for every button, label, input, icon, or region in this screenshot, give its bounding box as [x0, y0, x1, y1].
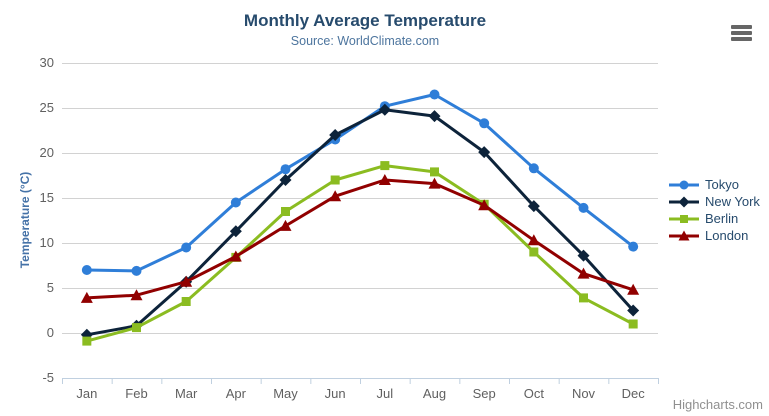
data-point[interactable] [131, 265, 142, 276]
data-point[interactable] [329, 190, 342, 202]
data-point[interactable] [479, 118, 490, 129]
data-point[interactable] [627, 304, 640, 317]
series-line [85, 178, 635, 300]
data-point[interactable] [279, 219, 292, 231]
data-point[interactable] [578, 202, 589, 213]
y-axis-label: 20 [40, 145, 54, 160]
data-point[interactable] [330, 175, 340, 185]
x-axis-label: Nov [572, 386, 596, 401]
data-point[interactable] [428, 177, 441, 189]
data-point[interactable] [628, 241, 639, 252]
x-axis-label: Sep [473, 386, 496, 401]
x-axis-label: Oct [524, 386, 545, 401]
x-axis-label: Apr [226, 386, 247, 401]
data-point[interactable] [429, 89, 440, 100]
x-axis-label: Feb [125, 386, 147, 401]
data-point[interactable] [280, 164, 291, 175]
legend-item-new-york[interactable]: New York [668, 193, 760, 210]
credits-link[interactable]: Highcharts.com [672, 397, 763, 412]
data-point[interactable] [378, 174, 391, 185]
data-point [678, 230, 690, 240]
x-axis-label: Mar [175, 386, 198, 401]
data-point[interactable] [180, 275, 193, 287]
y-axis-label: 15 [40, 190, 54, 205]
data-point[interactable] [81, 265, 92, 275]
data-point[interactable] [181, 297, 191, 306]
data-point[interactable] [478, 199, 491, 211]
legend-item-label: New York [705, 194, 760, 209]
data-point[interactable] [577, 249, 590, 262]
legend-item-london[interactable]: London [668, 227, 760, 244]
data-point[interactable] [82, 336, 92, 346]
data-point[interactable] [579, 293, 588, 303]
legend-marker-triangle-icon [669, 230, 699, 240]
x-axis-label: Jul [377, 386, 394, 401]
data-point[interactable] [130, 289, 143, 301]
data-point[interactable] [132, 323, 141, 333]
data-point [679, 180, 689, 189]
data-point[interactable] [279, 174, 292, 186]
series-london[interactable] [80, 174, 640, 303]
legend-item-label: London [705, 228, 749, 243]
chart-title: Monthly Average Temperature [243, 11, 487, 30]
y-axis-label: -5 [42, 370, 54, 385]
series-tokyo[interactable] [81, 89, 639, 276]
legend-marker-diamond-icon [669, 196, 699, 207]
legend: Tokyo New York Berlin London [668, 176, 760, 244]
data-point[interactable] [80, 291, 93, 303]
legend-marker-square-icon [669, 214, 699, 223]
y-axis-label: 5 [47, 280, 54, 295]
legend-item-berlin[interactable]: Berlin [668, 210, 760, 227]
data-point[interactable] [627, 283, 640, 295]
y-axis-label: 30 [40, 55, 54, 70]
data-point[interactable] [428, 110, 441, 123]
x-axis-label: Jan [76, 386, 97, 401]
legend-item-label: Berlin [705, 211, 739, 226]
data-point[interactable] [527, 234, 540, 246]
data-point[interactable] [528, 163, 539, 174]
series-line [85, 108, 635, 337]
y-axis-label: 25 [40, 100, 54, 115]
x-axis-label: Aug [423, 386, 446, 401]
data-point[interactable] [478, 146, 491, 159]
data-point[interactable] [329, 129, 342, 141]
data-point[interactable] [430, 167, 439, 177]
hamburger-icon [731, 25, 752, 41]
legend-item-tokyo[interactable]: Tokyo [668, 176, 760, 193]
data-point[interactable] [229, 250, 242, 262]
x-axis-label: Dec [622, 386, 646, 401]
data-point[interactable] [378, 103, 391, 116]
data-point[interactable] [527, 200, 540, 213]
export-menu-button[interactable] [727, 20, 757, 47]
x-axis-label: May [273, 386, 298, 401]
x-axis-label: Jun [325, 386, 346, 401]
data-point[interactable] [380, 161, 390, 171]
data-point [680, 214, 688, 223]
data-point[interactable] [577, 267, 590, 279]
data-point[interactable] [230, 197, 241, 208]
data-point [678, 196, 690, 207]
data-point[interactable] [529, 247, 539, 257]
legend-marker-circle-icon [669, 180, 699, 189]
chart-subtitle: Source: WorldClimate.com [290, 34, 440, 48]
series-new-york[interactable] [80, 103, 640, 341]
data-point[interactable] [181, 242, 192, 253]
y-axis-label: 0 [47, 325, 54, 340]
y-axis-label: 10 [40, 235, 54, 250]
data-point[interactable] [628, 319, 638, 329]
data-point[interactable] [281, 207, 290, 216]
legend-item-label: Tokyo [705, 177, 739, 192]
series-line [85, 164, 635, 343]
data-point[interactable] [229, 225, 242, 238]
